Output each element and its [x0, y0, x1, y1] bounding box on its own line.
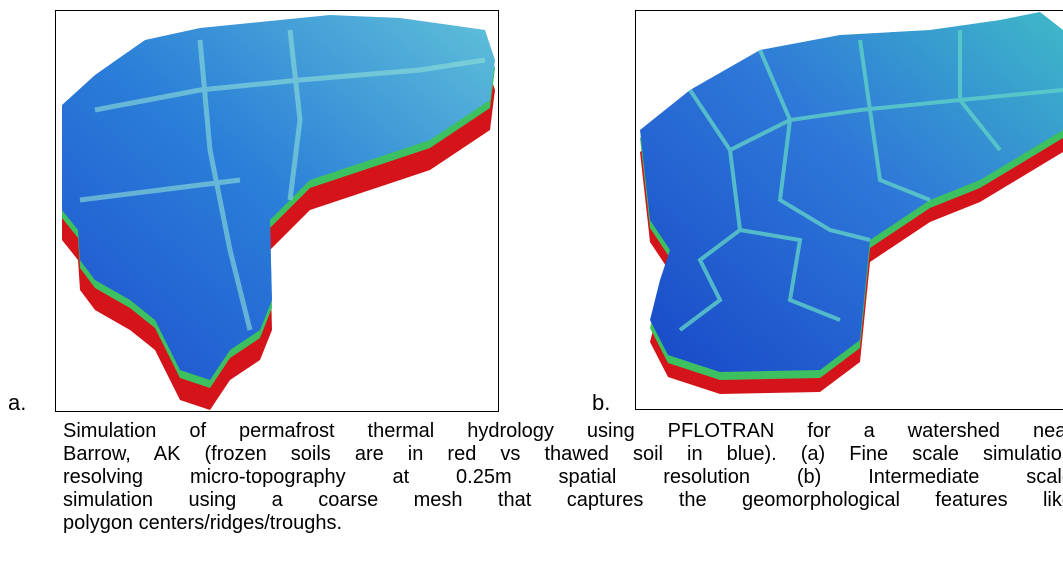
caption-line: resolving micro-topography at 0.25m spat…	[63, 466, 1063, 489]
caption: Simulation of permafrost thermal hydrolo…	[63, 420, 1063, 535]
caption-line: polygon centers/ridges/troughs.	[63, 512, 1063, 535]
panel-label: a.	[8, 390, 26, 416]
caption-line: Barrow, AK (frozen soils are in red vs t…	[63, 443, 1063, 466]
panel-b-image	[640, 12, 1063, 394]
figure	[0, 0, 1063, 415]
caption-line: simulation using a coarse mesh that capt…	[63, 489, 1063, 512]
panel-label: b.	[592, 390, 610, 416]
page: a. b. Simulation of permafrost thermal h…	[0, 0, 1063, 573]
caption-line: Simulation of permafrost thermal hydrolo…	[63, 420, 1063, 443]
